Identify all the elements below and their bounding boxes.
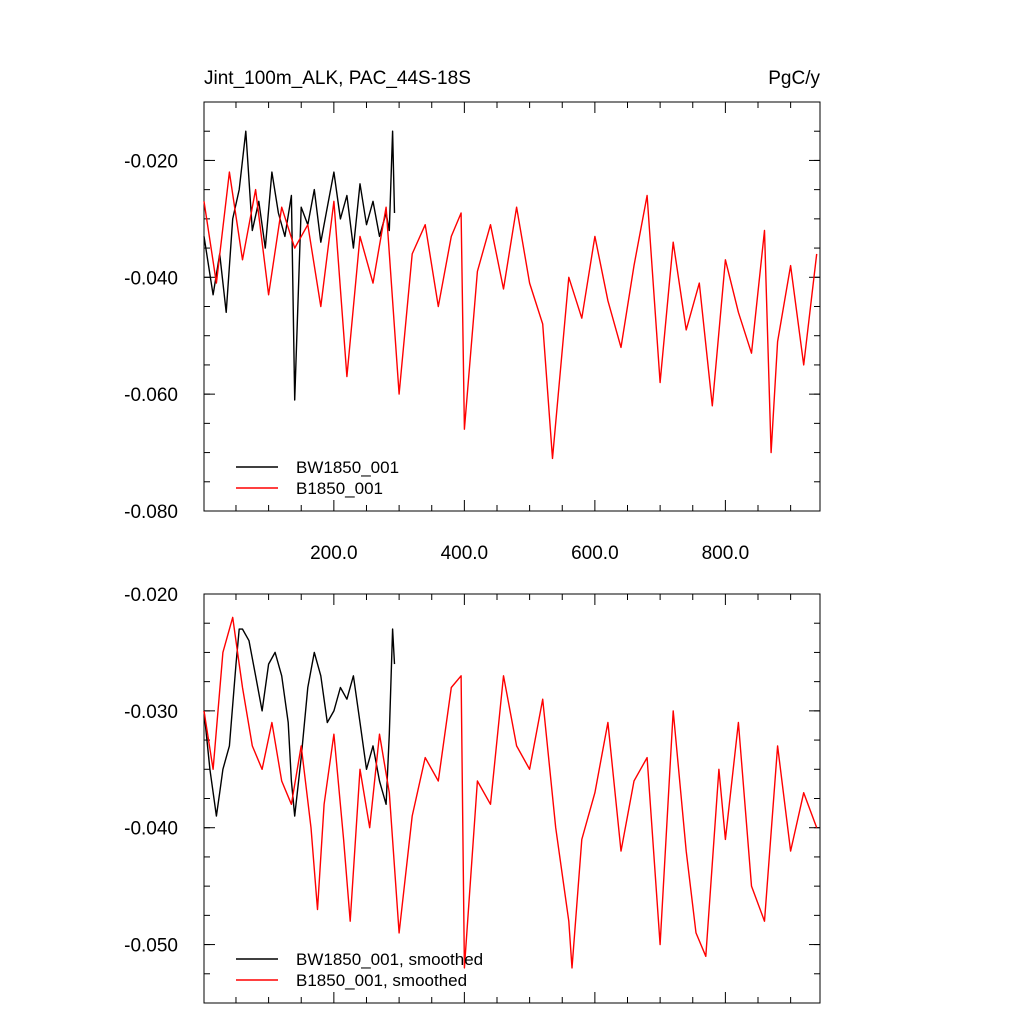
chart-title: Jint_100m_ALK, PAC_44S-18S: [204, 68, 471, 89]
y-tick-label: -0.020: [124, 585, 178, 606]
y-tick-label: -0.040: [124, 819, 178, 840]
chart-units-label: PgC/y: [768, 68, 820, 89]
series-line: [203, 171, 818, 460]
y-tick-label: -0.080: [124, 502, 178, 523]
legend-label: B1850_001: [296, 479, 383, 498]
series-line: [203, 628, 396, 817]
y-tick-label: -0.040: [124, 268, 178, 289]
series-line: [203, 616, 818, 969]
legend-label: BW1850_001, smoothed: [296, 950, 483, 969]
x-tick-label: 600.0: [571, 543, 619, 564]
y-tick-label: -0.060: [124, 385, 178, 406]
y-tick-label: -0.050: [124, 936, 178, 957]
legend-label: BW1850_001: [296, 458, 399, 477]
bottom-panel: -0.050 -0.040 -0.030 -0.020 BW1850_001, smoo…: [124, 585, 821, 1004]
plot-frame: [203, 101, 821, 512]
x-tick-label: 400.0: [441, 543, 489, 564]
x-tick-label: 200.0: [310, 543, 358, 564]
y-tick-label: -0.030: [124, 702, 178, 723]
series-line: [203, 130, 396, 401]
top-panel: Jint_100m_ALK, PAC_44S-18S PgC/y -0.080 -…: [124, 68, 821, 564]
legend-label: B1850_001, smoothed: [296, 971, 467, 990]
x-tick-label: 800.0: [702, 543, 750, 564]
y-tick-label: -0.020: [124, 151, 178, 172]
